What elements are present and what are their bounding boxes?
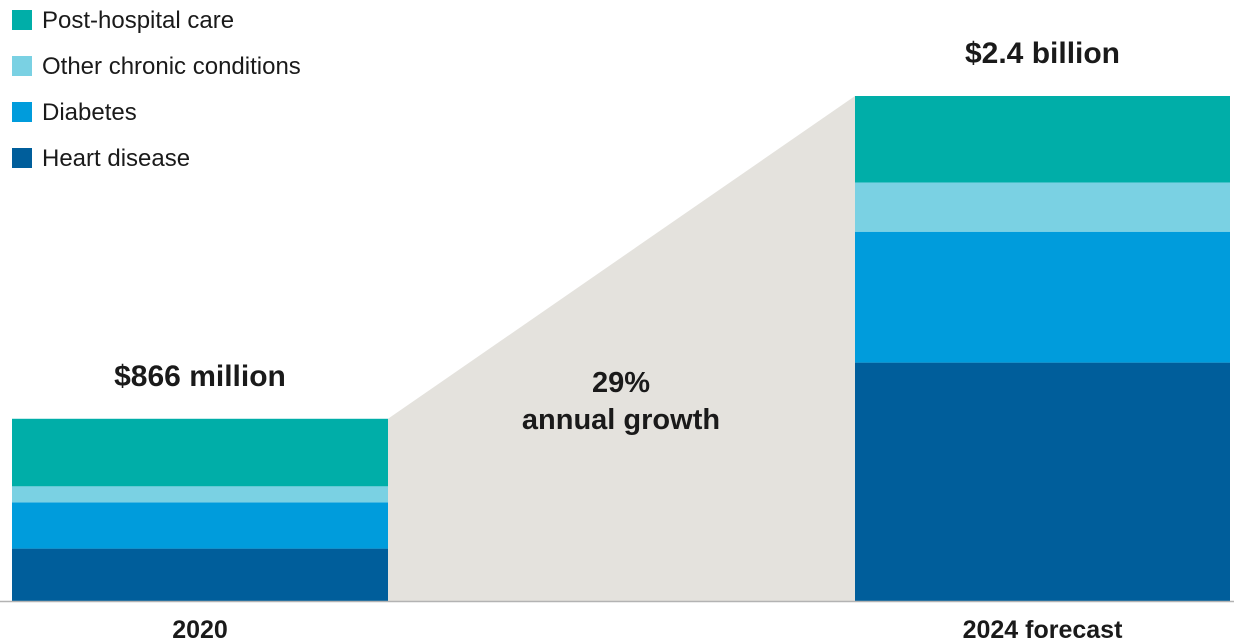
legend-label-other-chronic-conditions: Other chronic conditions bbox=[42, 53, 301, 80]
growth-caption-label: annual growth bbox=[522, 404, 720, 436]
bar-segment-post-hospital-care-2024-forecast bbox=[855, 96, 1230, 183]
legend-label-diabetes: Diabetes bbox=[42, 99, 137, 126]
bar-segment-other-chronic-conditions-2024-forecast bbox=[855, 182, 1230, 232]
bar-segment-diabetes-2024-forecast bbox=[855, 231, 1230, 363]
bar-segment-heart-disease-2020 bbox=[12, 548, 388, 601]
legend-swatch-diabetes bbox=[12, 102, 32, 122]
legend-label-post-hospital-care: Post-hospital care bbox=[42, 7, 234, 34]
bar-segment-diabetes-2020 bbox=[12, 502, 388, 549]
legend-swatch-post-hospital-care bbox=[12, 10, 32, 30]
bar-segment-other-chronic-conditions-2020 bbox=[12, 486, 388, 503]
total-label-2020: $866 million bbox=[114, 360, 286, 393]
legend-swatch-other-chronic-conditions bbox=[12, 56, 32, 76]
bar-segment-heart-disease-2024-forecast bbox=[855, 362, 1230, 601]
total-label-2024-forecast: $2.4 billion bbox=[965, 37, 1120, 70]
legend-swatch-heart-disease bbox=[12, 148, 32, 168]
x-tick-label-2024-forecast: 2024 forecast bbox=[963, 616, 1124, 643]
bar-segment-post-hospital-care-2020 bbox=[12, 418, 388, 487]
growth-rate-label: 29% bbox=[592, 367, 650, 399]
legend-label-heart-disease: Heart disease bbox=[42, 145, 190, 172]
x-tick-label-2020: 2020 bbox=[172, 616, 228, 643]
growth-wedge bbox=[388, 96, 855, 601]
